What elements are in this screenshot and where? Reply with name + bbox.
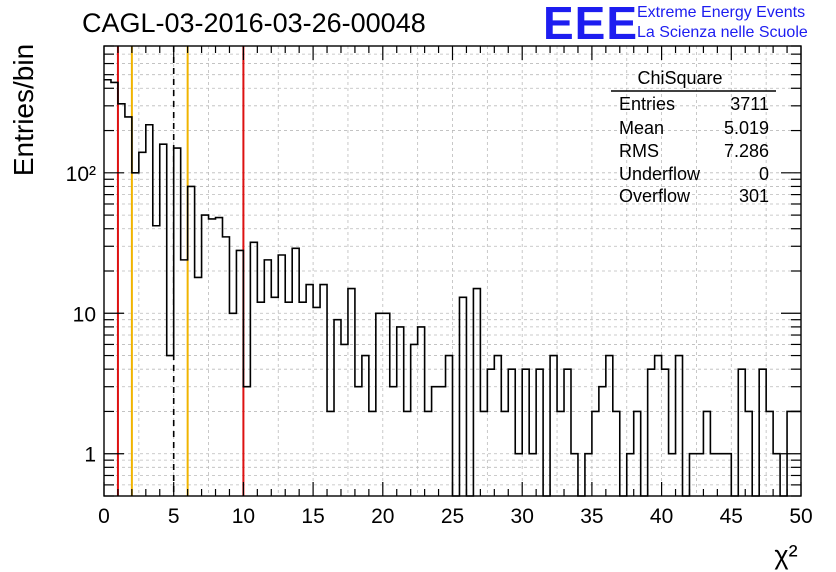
x-tick-label: 20 — [371, 505, 394, 528]
stats-title: ChiSquare — [637, 68, 722, 88]
x-tick-label: 25 — [441, 505, 464, 528]
stats-box: ChiSquare Entries 3711 Mean 5.019 RMS 7.… — [611, 68, 776, 206]
x-tick-label: 40 — [650, 505, 673, 528]
x-tick-label: 5 — [168, 505, 180, 528]
axis-ticks: 0 5 10 15 20 25 30 35 40 45 50 1 10 10² — [66, 45, 813, 528]
y-tick-label: 1 — [84, 444, 96, 467]
y-tick-label: 10² — [66, 163, 96, 186]
stats-value-entries: 3711 — [730, 94, 769, 114]
x-axis-label: χ² — [774, 540, 797, 570]
stats-value-mean: 5.019 — [724, 118, 769, 138]
stats-label-mean: Mean — [619, 118, 664, 138]
x-tick-label: 45 — [720, 505, 743, 528]
stats-value-rms: 7.286 — [724, 141, 769, 161]
run-title: CAGL-03-2016-03-26-00048 — [82, 8, 426, 38]
eee-logo: EEE — [543, 0, 639, 49]
x-tick-label: 15 — [301, 505, 324, 528]
stats-value-overflow: 301 — [739, 186, 769, 206]
x-tick-label: 50 — [789, 505, 812, 528]
x-tick-label: 0 — [98, 505, 110, 528]
histogram-outline — [104, 78, 801, 497]
stats-label-underflow: Underflow — [619, 164, 701, 184]
x-tick-label: 30 — [511, 505, 534, 528]
stats-value-underflow: 0 — [759, 164, 769, 184]
y-axis-label: Entries/bin — [8, 44, 39, 176]
x-tick-label: 35 — [580, 505, 603, 528]
stats-label-overflow: Overflow — [619, 186, 691, 206]
logo-subtitle-2: La Scienza nelle Scuole — [637, 24, 808, 41]
logo-subtitle-1: Extreme Energy Events — [637, 4, 806, 21]
y-tick-label: 10 — [73, 303, 96, 326]
stats-label-rms: RMS — [619, 141, 659, 161]
x-tick-label: 10 — [232, 505, 255, 528]
stats-label-entries: Entries — [619, 94, 675, 114]
